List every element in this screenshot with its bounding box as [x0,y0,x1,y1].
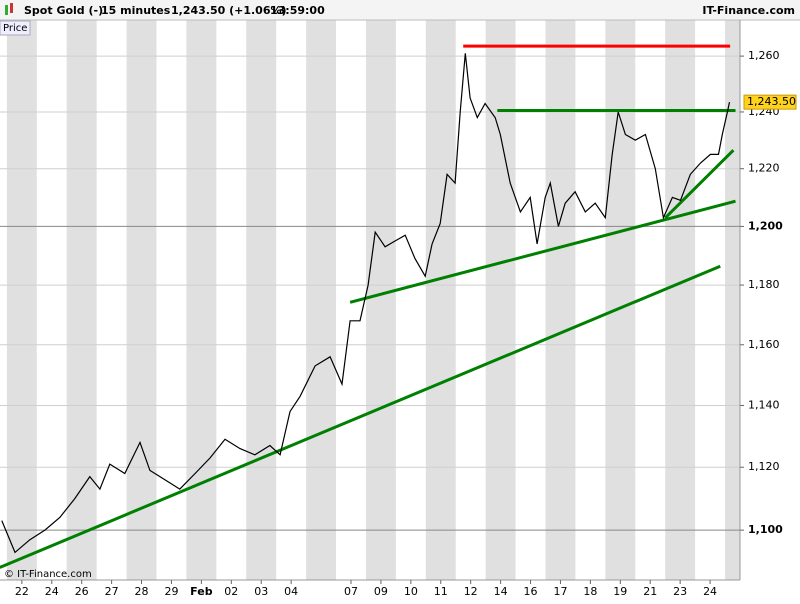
trend-line [664,149,735,220]
day-stripe [186,20,217,580]
day-stripe [66,20,97,580]
day-stripe [246,20,277,580]
y-tick-label: 1,100 [748,523,783,536]
day-stripe [665,20,696,580]
day-stripe [306,20,337,580]
last-price-label: 1,243.50 [747,95,796,108]
price-line [1,53,731,554]
x-tick-label: 04 [284,585,298,598]
x-tick-label: 18 [583,585,597,598]
brand: IT-Finance.com [702,4,795,17]
day-stripe [485,20,516,580]
y-tick-label: 1,260 [748,49,780,62]
x-tick-label: 14 [494,585,508,598]
trend-line [0,264,721,569]
x-tick-label: 07 [344,585,358,598]
y-tick-label: 1,140 [748,398,780,411]
day-stripe [365,20,396,580]
watermark: © IT-Finance.com [4,569,92,580]
header: Spot Gold (-) 15 minutes 1,243.50 (+1.06… [5,3,795,17]
instrument: Spot Gold (-) [24,4,103,17]
y-tick-label: 1,200 [748,219,783,232]
day-stripe [545,20,576,580]
x-tick-label: 19 [613,585,627,598]
day-stripe [6,20,37,580]
x-tick-label: 09 [374,585,388,598]
day-stripe [725,20,740,580]
x-tick-label: 10 [404,585,418,598]
x-tick-label: 16 [524,585,538,598]
y-tick-label: 1,220 [748,162,780,175]
x-tick-label: 12 [464,585,478,598]
panel-tab [0,20,31,36]
x-tick-label: 03 [254,585,268,598]
last-price-box [743,94,797,110]
x-tick-label: 11 [434,585,448,598]
y-tick-label: 1,120 [748,460,780,473]
x-tick-label: 29 [164,585,178,598]
day-stripe [126,20,157,580]
x-tick-label: 02 [224,585,238,598]
icon [5,5,8,15]
x-tick-label: 24 [703,585,717,598]
header-bar [0,0,800,20]
y-tick-label: 1,160 [748,338,780,351]
x-tick-label: Feb [190,585,213,598]
y-tick-label: 1,180 [748,278,780,291]
x-tick-label: 24 [45,585,59,598]
day-stripe [605,20,636,580]
interval: 15 minutes [101,4,171,17]
x-tick-label: 26 [75,585,89,598]
day-stripe [425,20,456,580]
quote: 1,243.50 (+1.06%) [171,4,287,17]
panel-label: Price [3,23,27,34]
icon [10,3,13,13]
x-tick-label: 21 [643,585,657,598]
x-tick-label: 28 [135,585,149,598]
trend-line [349,199,736,304]
x-tick-label: 23 [673,585,687,598]
x-tick-label: 27 [105,585,119,598]
x-tick-label: 17 [553,585,567,598]
x-tick-label: 22 [15,585,29,598]
time: 13:59:00 [270,4,325,17]
